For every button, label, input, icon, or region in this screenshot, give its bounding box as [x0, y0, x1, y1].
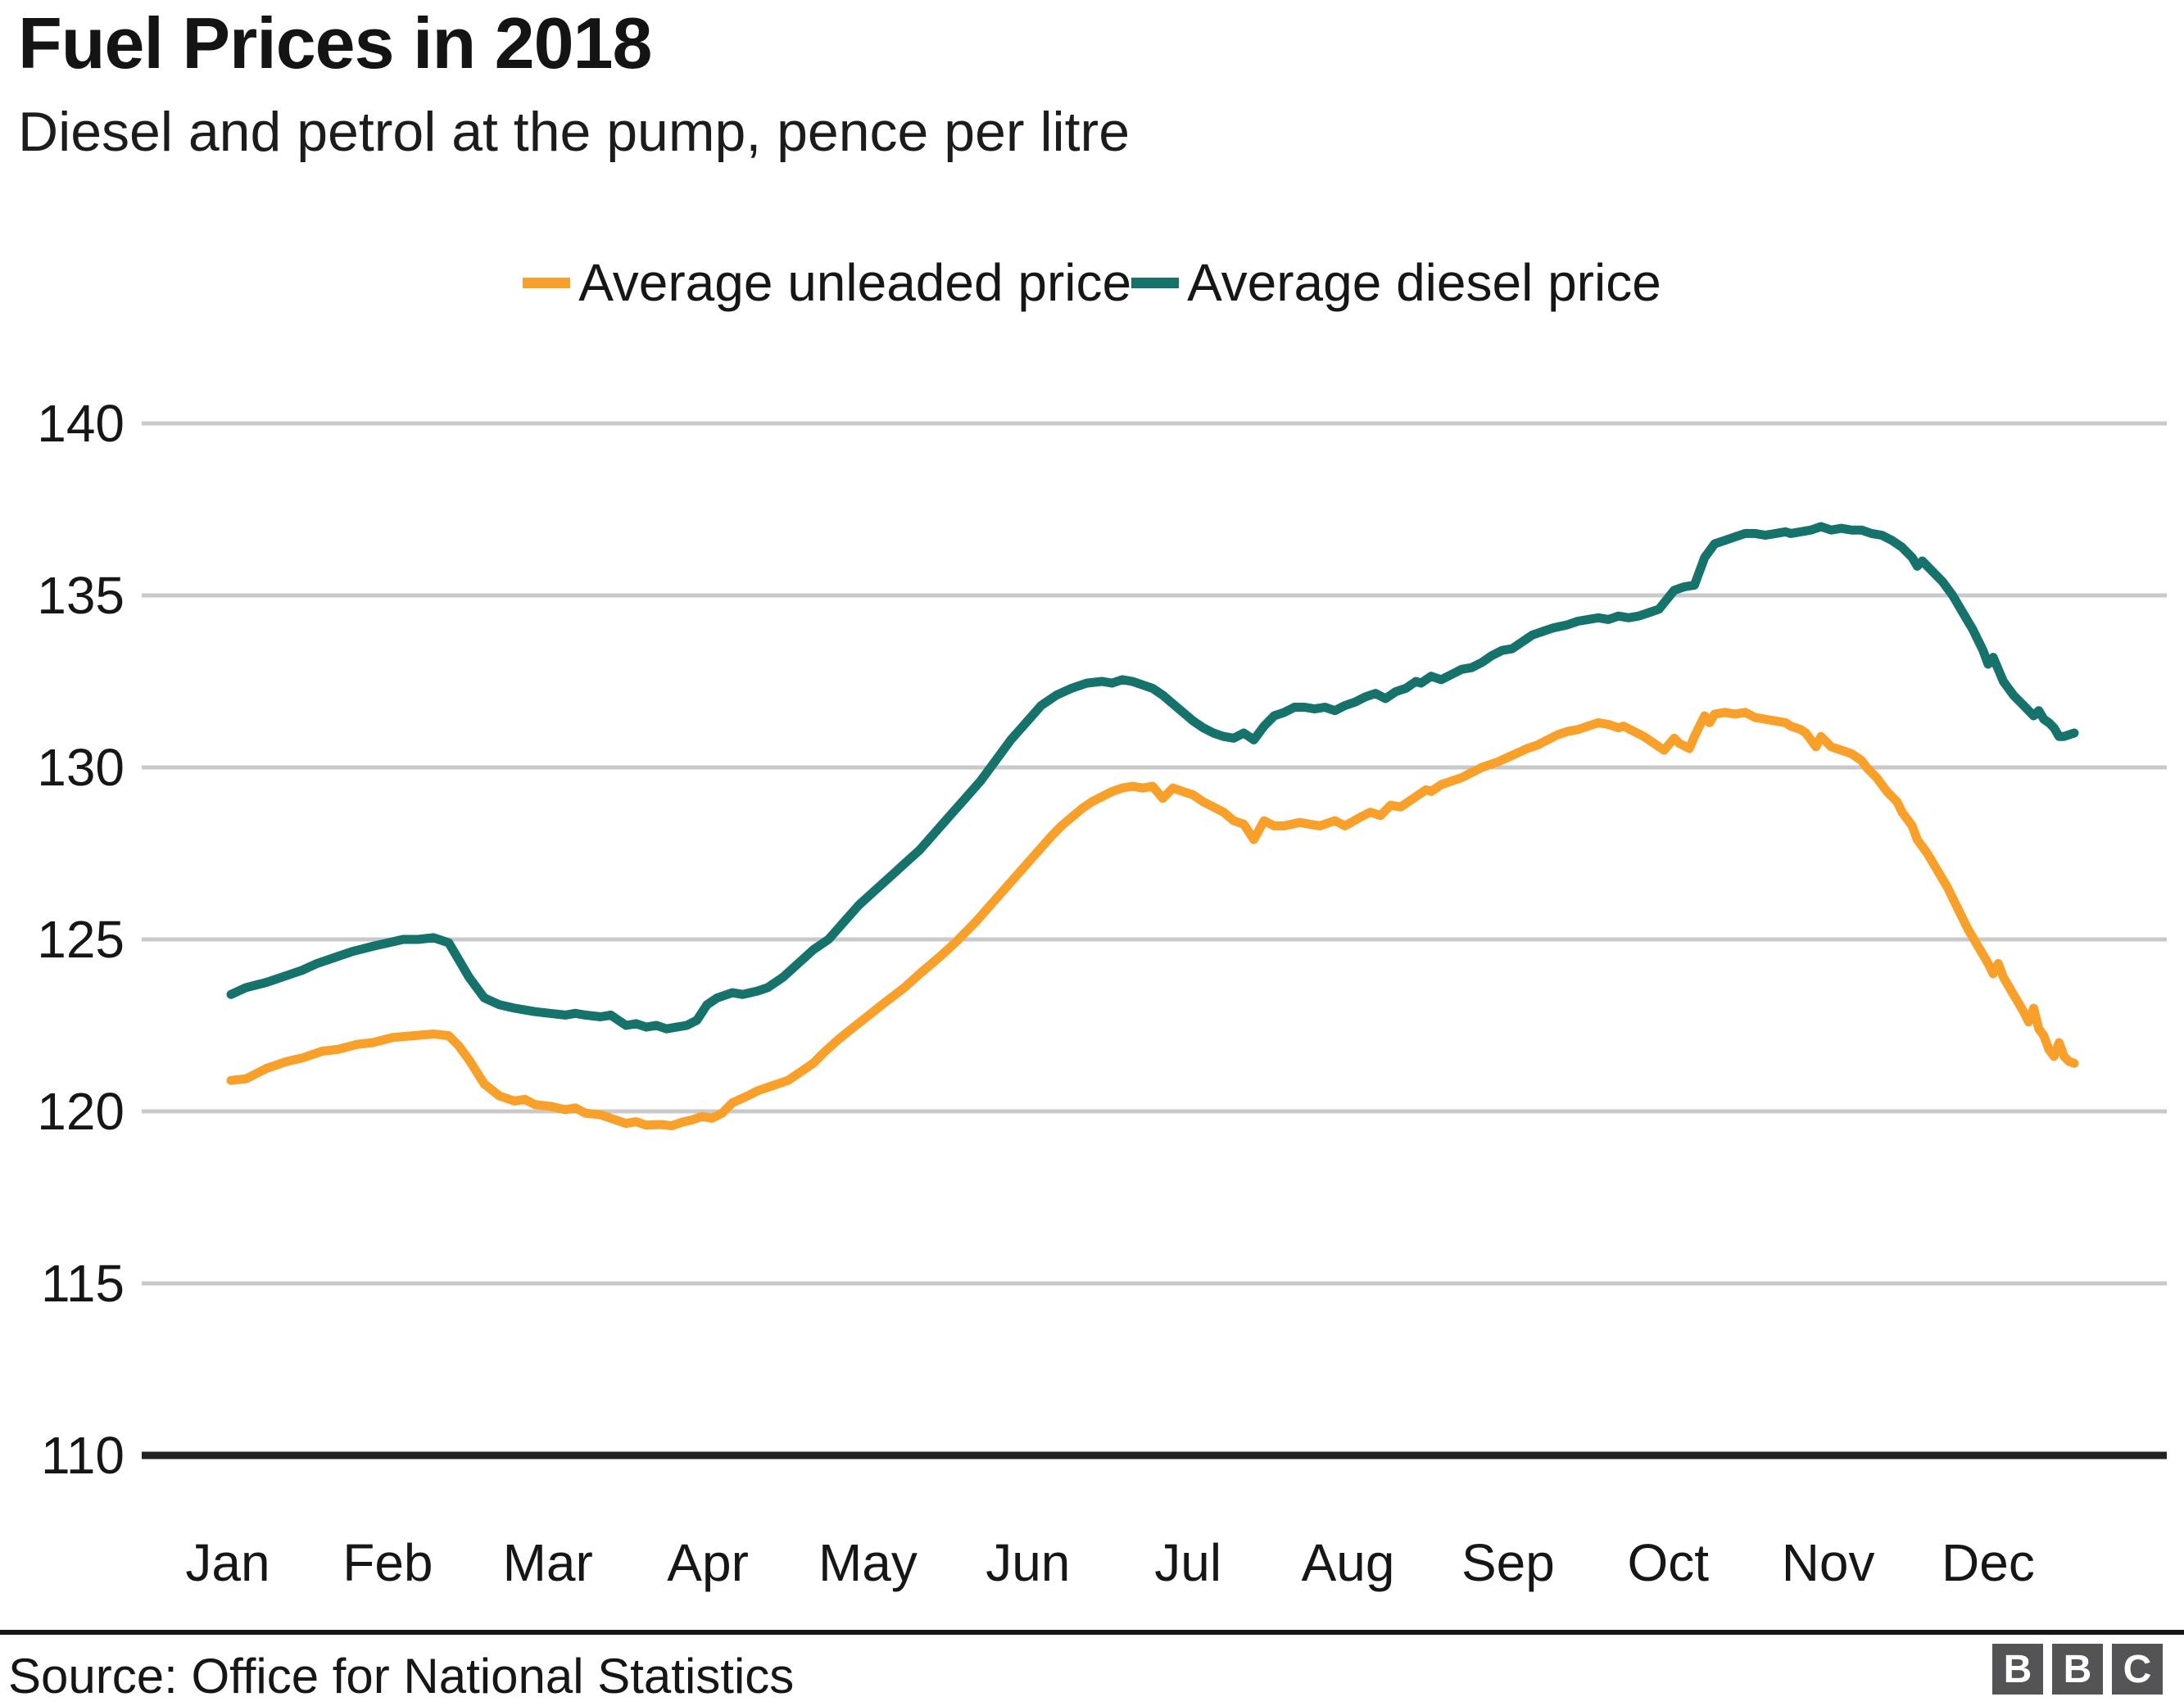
legend-item-unleaded: Average unleaded price [523, 252, 1131, 313]
bbc-logo: B B C [1992, 1644, 2163, 1695]
page-title: Fuel Prices in 2018 [18, 2, 652, 84]
gridlines [142, 421, 2167, 1459]
y-tick-label: 140 [37, 394, 125, 453]
bbc-logo-letter: B [1992, 1644, 2043, 1695]
legend-item-diesel: Average diesel price [1131, 252, 1661, 313]
unleaded-price-line [226, 708, 2079, 1131]
unleaded-swatch-icon [523, 277, 571, 288]
y-tick-label: 120 [37, 1082, 125, 1141]
legend-label-unleaded: Average unleaded price [578, 253, 1132, 312]
x-tick-label: Feb [342, 1533, 433, 1592]
footer-divider [0, 1630, 2184, 1635]
diesel-price-line [226, 522, 2079, 1034]
x-tick-label: Sep [1461, 1533, 1555, 1592]
y-tick-label: 110 [41, 1426, 125, 1485]
y-tick-label: 130 [37, 738, 125, 797]
diesel-swatch-icon [1131, 277, 1180, 288]
x-tick-label: Aug [1302, 1533, 1395, 1592]
x-tick-label: Jan [185, 1533, 270, 1592]
source-caption: Source: Office for National Statistics [8, 1649, 795, 1704]
x-tick-label: Apr [667, 1533, 749, 1592]
y-tick-label: 135 [37, 566, 125, 625]
y-tick-label: 125 [37, 910, 125, 969]
x-axis-labels: Jan Feb Mar Apr May Jun Jul Aug Sep Oct Nov Dec [185, 1533, 2034, 1592]
bbc-logo-letter: C [2112, 1644, 2163, 1695]
x-tick-label: Mar [503, 1533, 593, 1592]
x-tick-label: May [818, 1533, 918, 1592]
y-tick-label: 115 [41, 1254, 125, 1313]
x-tick-label: Jun [986, 1533, 1070, 1592]
legend-label-diesel: Average diesel price [1187, 253, 1661, 312]
chart-legend: Average unleaded price Average diesel pr… [0, 252, 2184, 313]
bbc-logo-letter: B [2052, 1644, 2103, 1695]
page-subtitle: Diesel and petrol at the pump, pence per… [18, 101, 1131, 163]
y-axis-labels: 110 115 120 125 130 135 140 [37, 394, 125, 1485]
x-tick-label: Dec [1942, 1533, 2035, 1592]
x-tick-label: Oct [1627, 1533, 1709, 1592]
x-tick-label: Jul [1154, 1533, 1221, 1592]
x-tick-label: Nov [1782, 1533, 1875, 1592]
